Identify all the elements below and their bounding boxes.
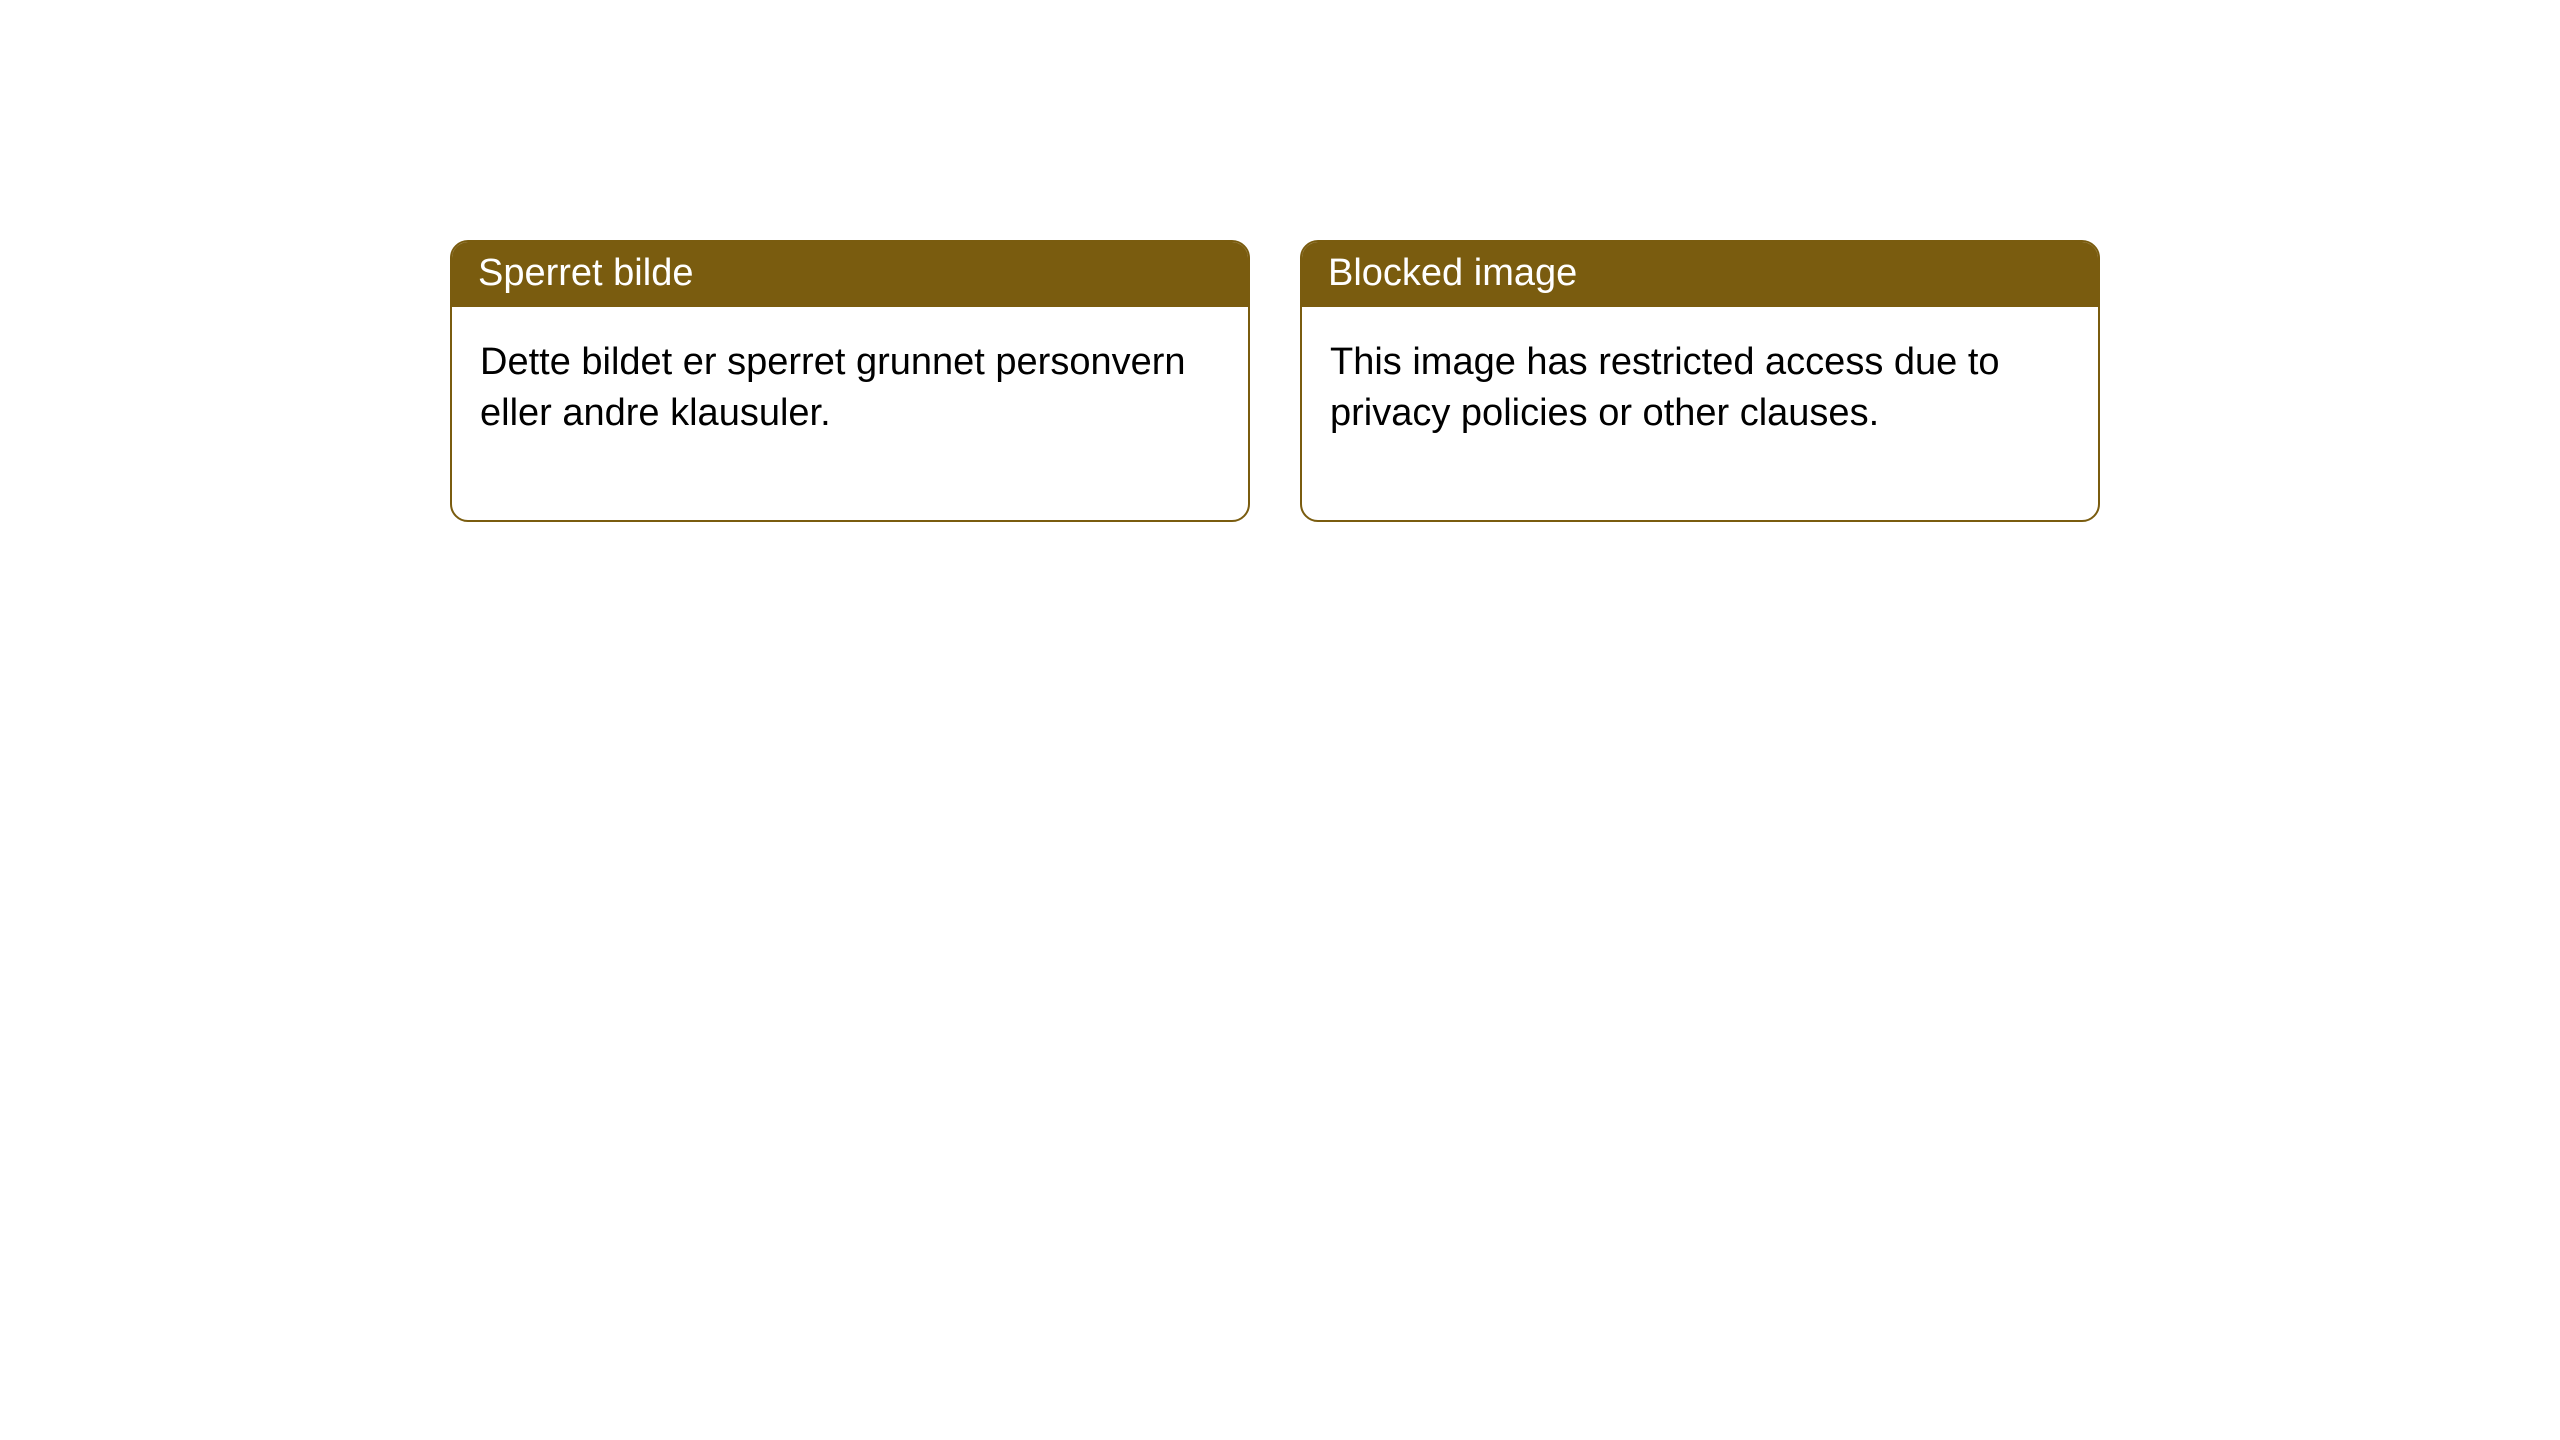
notice-card-no: Sperret bilde Dette bildet er sperret gr… [450, 240, 1250, 522]
notice-card-en: Blocked image This image has restricted … [1300, 240, 2100, 522]
notice-container: Sperret bilde Dette bildet er sperret gr… [450, 240, 2100, 522]
notice-title-en: Blocked image [1302, 242, 2098, 307]
notice-body-en: This image has restricted access due to … [1302, 307, 2098, 520]
notice-body-no: Dette bildet er sperret grunnet personve… [452, 307, 1248, 520]
notice-title-no: Sperret bilde [452, 242, 1248, 307]
